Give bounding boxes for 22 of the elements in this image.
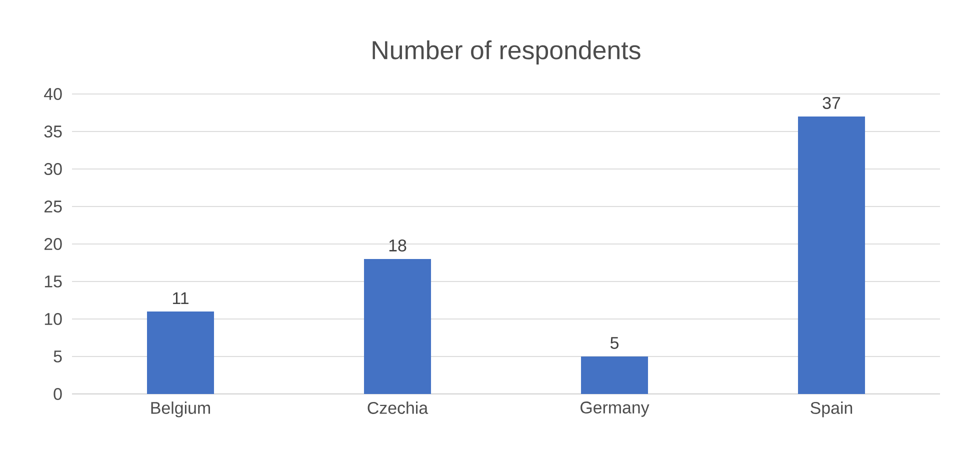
y-tick-label: 20 [44, 238, 62, 250]
data-label: 5 [610, 337, 618, 349]
y-tick-label: 40 [44, 88, 62, 100]
x-tick-label: Belgium [151, 402, 210, 418]
x-tick-label: Spain [810, 402, 852, 418]
bar [364, 259, 432, 394]
y-tick-label: 10 [44, 313, 62, 325]
y-tick-label: 5 [54, 350, 62, 362]
data-label: 11 [173, 292, 188, 304]
x-tick-label: Germany [580, 402, 650, 417]
y-tick-label: 15 [44, 276, 62, 288]
data-label: 37 [822, 96, 840, 109]
bar [798, 116, 866, 394]
y-tick-label: 0 [54, 388, 62, 400]
y-tick-label: 25 [44, 200, 62, 212]
chart-title: Number of respondents [372, 40, 640, 64]
y-tick-label: 35 [44, 126, 62, 138]
data-label: 18 [389, 239, 406, 252]
bar [581, 356, 648, 394]
y-tick-label: 30 [44, 163, 62, 175]
bar [147, 312, 214, 394]
x-tick-label: Czechia [368, 402, 428, 414]
